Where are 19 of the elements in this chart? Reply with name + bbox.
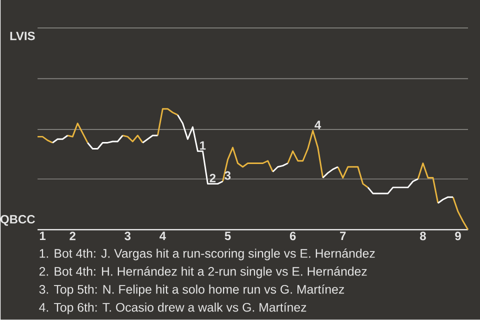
x-tick-label: 5 [224, 232, 231, 240]
text: LVIS [10, 32, 35, 40]
x-tick-label: 9 [455, 232, 461, 240]
annotation: 1 [200, 142, 206, 150]
x-tick-label: 6 [290, 232, 296, 240]
x-tick-label: 3 [124, 232, 131, 240]
text: 2. Bot 4th: H. Hernández hit a 2-run single vs E. Hernández [39, 266, 367, 278]
x-tick-label: 4 [160, 232, 166, 240]
annotation: 4 [314, 121, 322, 130]
text: QBCC [0, 215, 35, 226]
annotation: 3 [224, 171, 231, 180]
text: 4. Top 6th: T. Ocasio drew a walk vs G. Martínez [39, 302, 306, 314]
x-tick-label: 2 [70, 232, 76, 240]
annotation: 2 [210, 174, 216, 182]
x-tick-label: 8 [420, 232, 426, 240]
text: 3. Top 5th: N. Felipe hit a solo home run vs G. Martínez [39, 284, 344, 296]
x-tick-label: 1 [40, 232, 46, 240]
text: 1. Bot 4th: J. Vargas hit a run-scoring single vs E. Hernández [40, 248, 375, 260]
x-tick-label: 7 [340, 232, 346, 240]
